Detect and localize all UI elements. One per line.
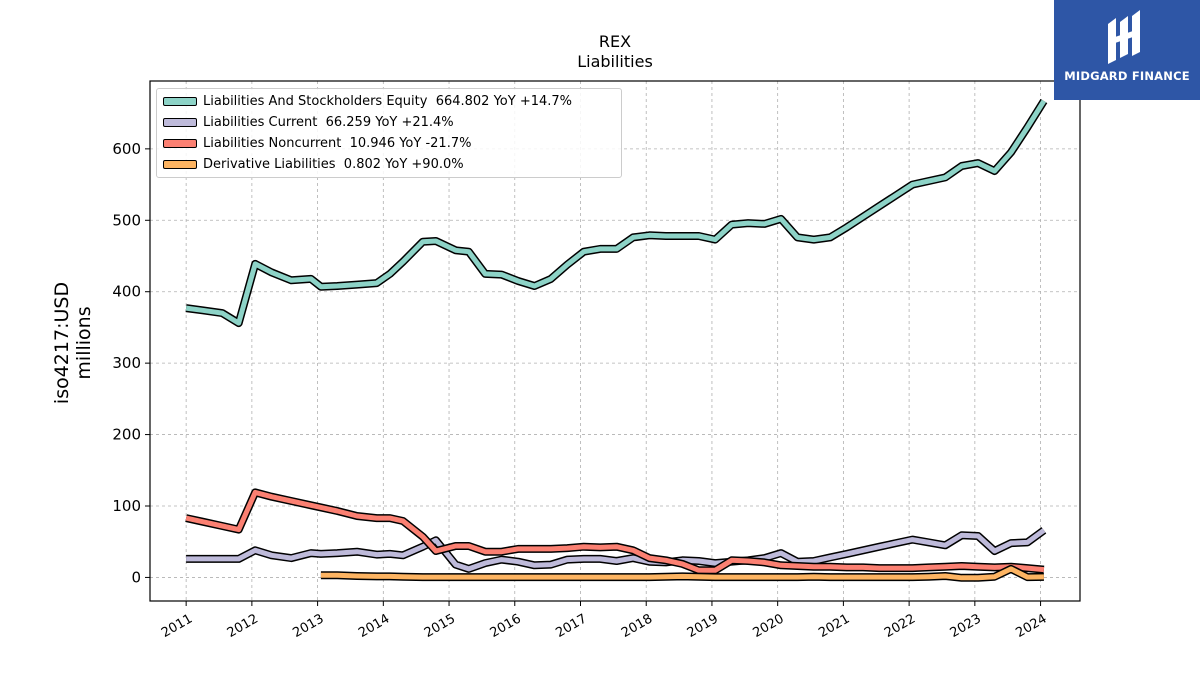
x-tick-label: 2021 bbox=[816, 611, 852, 641]
x-tick-label: 2024 bbox=[1013, 611, 1049, 641]
legend-label: Liabilities Current 66.259 YoY +21.4% bbox=[203, 114, 454, 130]
x-tick-label: 2014 bbox=[356, 611, 392, 641]
legend-item-derivative-liabilities: Derivative Liabilities 0.802 YoY +90.0% bbox=[163, 154, 464, 174]
series-line-liabilities-current bbox=[186, 528, 1046, 572]
legend-item-liabilities-current: Liabilities Current 66.259 YoY +21.4% bbox=[163, 112, 454, 132]
x-tick-label: 2020 bbox=[751, 611, 787, 641]
series-line-derivative-liabilities bbox=[320, 566, 1044, 581]
y-tick-label: 300 bbox=[112, 354, 141, 372]
legend-swatch bbox=[163, 96, 197, 106]
midgard-logo-icon bbox=[1108, 10, 1140, 64]
legend-item-liabilities-and-stockholders-equity: Liabilities And Stockholders Equity 664.… bbox=[163, 91, 572, 111]
chart-title: REX bbox=[599, 32, 631, 51]
x-tick-label: 2019 bbox=[685, 611, 721, 641]
y-tick-label: 100 bbox=[112, 497, 141, 515]
x-tick-label: 2011 bbox=[159, 611, 195, 641]
chart-subtitle: Liabilities bbox=[577, 52, 653, 71]
x-tick-label: 2015 bbox=[422, 611, 458, 641]
x-tick-label: 2013 bbox=[290, 611, 326, 641]
series-layer bbox=[185, 98, 1048, 582]
y-tick-label: 600 bbox=[112, 140, 141, 158]
series-line-liabilities-and-stockholders-equity bbox=[185, 99, 1047, 326]
x-tick-label: 2016 bbox=[488, 611, 524, 641]
brand-name: MIDGARD FINANCE bbox=[1064, 69, 1190, 83]
legend-swatch bbox=[163, 138, 197, 148]
series-line-liabilities-noncurrent bbox=[185, 489, 1045, 573]
x-tick-label: 2012 bbox=[225, 611, 261, 641]
legend-swatch bbox=[163, 117, 197, 127]
x-tick-label: 2023 bbox=[948, 611, 984, 641]
x-tick-label: 2017 bbox=[553, 611, 589, 641]
y-axis-label-unit: iso4217:USD bbox=[51, 282, 73, 404]
y-tick-label: 200 bbox=[112, 426, 141, 444]
brand-logo: MIDGARD FINANCE bbox=[1054, 0, 1200, 100]
y-tick-label: 400 bbox=[112, 283, 141, 301]
legend-label: Liabilities Noncurrent 10.946 YoY -21.7% bbox=[203, 135, 472, 151]
chart-legend: Liabilities And Stockholders Equity 664.… bbox=[156, 88, 622, 178]
legend-label: Liabilities And Stockholders Equity 664.… bbox=[203, 93, 573, 109]
legend-label: Derivative Liabilities 0.802 YoY +90.0% bbox=[203, 156, 464, 172]
x-tick-label: 2018 bbox=[619, 611, 655, 641]
plot-frame bbox=[149, 80, 1081, 602]
y-axis-label-scale: millions bbox=[73, 306, 95, 379]
legend-swatch bbox=[163, 159, 197, 169]
legend-item-liabilities-noncurrent: Liabilities Noncurrent 10.946 YoY -21.7% bbox=[163, 133, 471, 153]
y-tick-label: 0 bbox=[131, 568, 141, 586]
y-tick-label: 500 bbox=[112, 211, 141, 229]
x-tick-label: 2022 bbox=[882, 611, 918, 641]
